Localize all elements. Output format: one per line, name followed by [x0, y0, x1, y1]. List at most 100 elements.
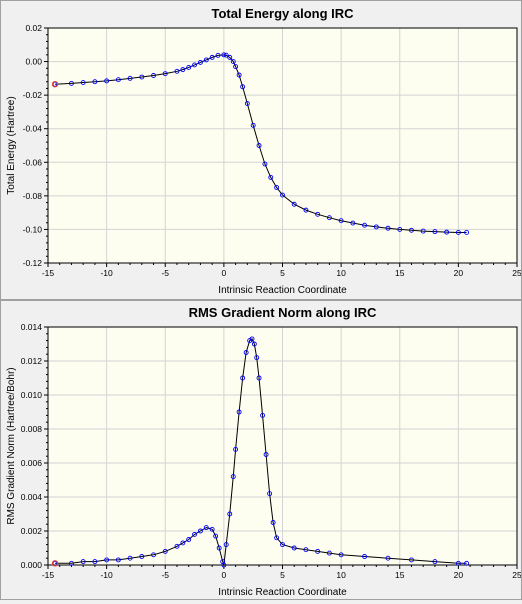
- data-point: [280, 192, 285, 198]
- x-tick-label: 10: [336, 570, 346, 580]
- energy-chart-panel: -15 -10 -5 0 5 10 15 20 25 0.02 0.00 -0.02 -0.04 -0.0…: [0, 0, 522, 300]
- data-point: [203, 525, 209, 531]
- data-point: [249, 336, 255, 342]
- data-point: [409, 557, 414, 563]
- data-point: [274, 185, 280, 190]
- x-tick-label: -5: [161, 570, 169, 580]
- data-point: [139, 74, 145, 80]
- data-point: [115, 557, 121, 563]
- y-tick-label: 0.010: [21, 390, 43, 400]
- x-tick-label: 0: [222, 570, 227, 580]
- gradient-chart: -15 -10 -5 0 5 10 15 20 25 0.014 0.012 0.010 0.008 0.…: [6, 305, 522, 598]
- y-tick-label: -0.12: [23, 258, 43, 268]
- data-point: [251, 341, 257, 347]
- data-point: [420, 228, 426, 234]
- energy-chart: -15 -10 -5 0 5 10 15 20 25 0.02 0.00 -0.02 -0.04 -0.0…: [6, 6, 522, 296]
- y-tick-label: 0.012: [21, 356, 43, 366]
- data-point: [162, 71, 168, 77]
- data-point: [362, 554, 368, 559]
- data-point: [240, 375, 246, 381]
- x-tick-label: 15: [395, 268, 405, 278]
- data-point: [104, 557, 110, 563]
- data-point: [209, 54, 215, 60]
- data-point: [350, 220, 356, 226]
- x-tick-label: -5: [161, 268, 169, 278]
- y-tick-label: 0.002: [21, 526, 43, 536]
- data-point: [215, 52, 221, 58]
- data-point: [127, 555, 133, 561]
- x-tick-label: 20: [454, 570, 464, 580]
- data-point: [256, 375, 262, 381]
- data-point: [280, 542, 285, 548]
- data-point: [221, 562, 227, 568]
- data-point: [127, 75, 133, 81]
- data-point: [162, 548, 168, 554]
- data-point: [80, 80, 86, 86]
- data-point: [92, 79, 98, 85]
- data-point: [326, 215, 332, 221]
- data-point: [373, 224, 379, 230]
- x-tick-label: 5: [280, 268, 285, 278]
- data-point: [385, 555, 391, 561]
- x-tick-label: 25: [512, 570, 521, 580]
- data-point: [186, 537, 192, 542]
- data-point: [216, 545, 222, 551]
- data-point: [250, 122, 256, 128]
- data-point: [115, 77, 121, 83]
- y-tick-label: -0.02: [23, 90, 43, 100]
- chart-title: Total Energy along IRC: [211, 6, 354, 21]
- y-tick-label: 0.008: [21, 424, 43, 434]
- data-point: [268, 174, 274, 180]
- y-tick-label: -0.04: [23, 124, 43, 134]
- data-point: [230, 474, 236, 480]
- data-point: [180, 67, 186, 73]
- data-point: [270, 520, 276, 525]
- x-tick-label: -10: [100, 570, 113, 580]
- data-point: [243, 350, 249, 355]
- data-point: [186, 64, 192, 70]
- x-tick-label: -15: [42, 268, 55, 278]
- x-tick-label: 25: [512, 268, 521, 278]
- x-tick-label: -10: [100, 268, 113, 278]
- data-point: [233, 64, 239, 70]
- y-axis-label: Total Energy (Hartree): [6, 96, 17, 194]
- x-tick-label: 15: [395, 570, 405, 580]
- y-tick-label: -0.08: [23, 191, 43, 201]
- data-point: [197, 528, 203, 534]
- data-point: [274, 535, 280, 541]
- data-point: [303, 547, 309, 553]
- data-point: [233, 446, 239, 452]
- data-point: [192, 62, 198, 68]
- data-point: [223, 542, 229, 548]
- data-point: [262, 161, 268, 167]
- data-point: [267, 491, 273, 497]
- data-point: [151, 552, 156, 558]
- data-point: [104, 78, 110, 84]
- data-point: [92, 559, 98, 565]
- data-point: [244, 101, 250, 106]
- data-point: [464, 560, 470, 566]
- data-point: [68, 560, 74, 566]
- data-point: [464, 229, 470, 235]
- data-point: [139, 554, 145, 559]
- data-point: [68, 80, 74, 86]
- data-point: [263, 452, 269, 457]
- y-tick-label: -0.06: [23, 157, 43, 167]
- y-tick-label: 0.00: [25, 57, 42, 67]
- data-point: [151, 73, 156, 78]
- data-point: [455, 560, 461, 566]
- data-point: [221, 52, 227, 58]
- data-point: [326, 550, 332, 556]
- y-tick-label: 0.000: [21, 560, 43, 570]
- data-point: [303, 207, 309, 213]
- data-point: [227, 511, 233, 517]
- data-point: [197, 59, 203, 65]
- x-tick-label: 0: [222, 268, 227, 278]
- y-axis-label: RMS Gradient Norm (Hartree/Bohr): [6, 367, 17, 524]
- data-point: [315, 211, 321, 217]
- data-point: [338, 218, 344, 224]
- data-point: [397, 226, 403, 232]
- x-tick-label: 20: [454, 268, 464, 278]
- data-point: [80, 559, 86, 565]
- x-axis-label: Intrinsic Reaction Coordinate: [218, 587, 347, 598]
